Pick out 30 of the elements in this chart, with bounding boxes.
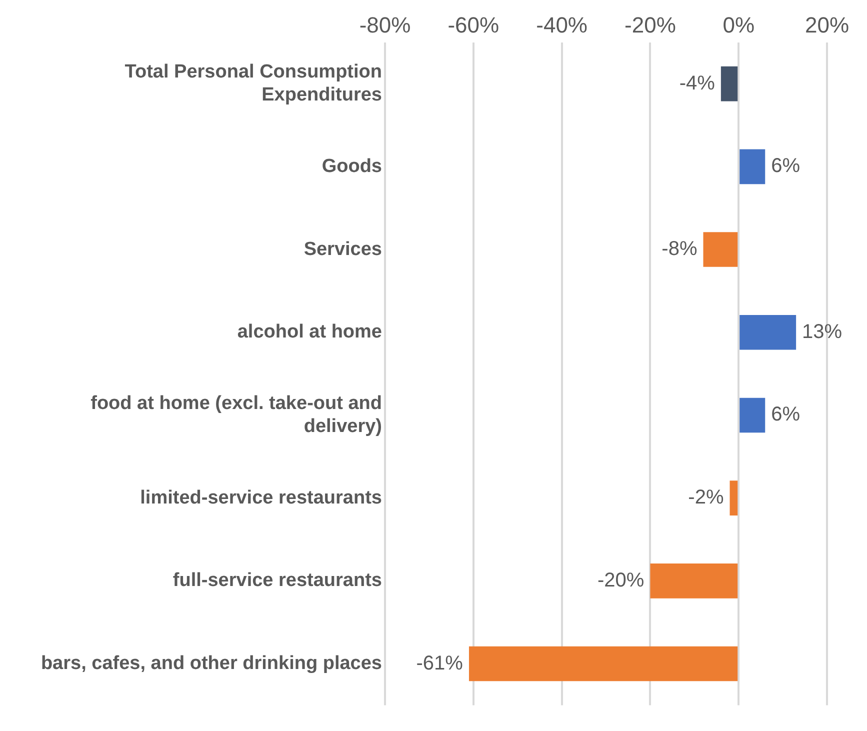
data-label: -61% [416, 652, 464, 674]
bar [740, 398, 766, 433]
data-label: 13% [802, 320, 842, 343]
data-label: 6% [771, 155, 800, 178]
data-label: -20% [597, 569, 644, 592]
y-tick-label: bars, cafes, and other drinking places [40, 653, 382, 674]
y-tick-label: food at home (excl. take-out and delivery) [90, 393, 382, 437]
x-tick-label: 20% [804, 12, 850, 38]
x-tick-label: -60% [448, 12, 500, 38]
y-tick-label: Goods [322, 156, 382, 177]
y-tick-label: Total Personal Consumption Expenditures [124, 62, 382, 106]
data-label: -8% [662, 238, 698, 260]
bar [703, 232, 738, 267]
data-label: -2% [688, 486, 724, 509]
bar [740, 314, 796, 350]
x-tick-label: -20% [624, 12, 676, 38]
bar [468, 646, 738, 682]
bar [730, 480, 738, 516]
y-tick-label: limited-service restaurants [140, 487, 382, 508]
y-tick-label: Services [304, 238, 382, 260]
data-label: 6% [771, 404, 800, 426]
data-label: -4% [679, 72, 716, 94]
bar [650, 564, 738, 598]
x-tick-label: -80% [359, 12, 411, 38]
y-tick-label: full-service restaurants [172, 570, 382, 592]
bar [720, 66, 738, 102]
bar [740, 149, 766, 184]
x-tick-label: 0% [722, 12, 754, 38]
y-tick-label: alcohol at home [237, 322, 382, 343]
x-tick-label: -40% [536, 12, 588, 38]
